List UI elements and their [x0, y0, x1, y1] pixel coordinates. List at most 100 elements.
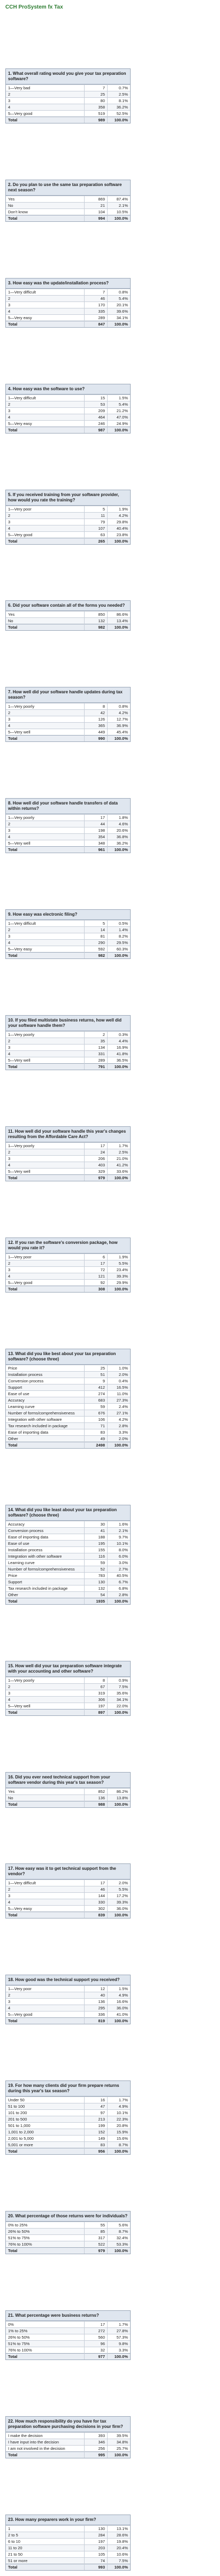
answer-percent: 24.9%: [107, 420, 130, 427]
answer-percent: 10.1%: [107, 1540, 130, 1547]
answer-label: Total: [6, 2563, 85, 2570]
question-block: 13. What did you like best about your ta…: [5, 1348, 131, 1449]
answer-percent: 0.8%: [107, 288, 130, 296]
answer-count: 105: [84, 2550, 108, 2558]
answer-count: 24: [84, 1148, 108, 1156]
answer-percent: 1.6%: [107, 1520, 130, 1528]
total-row: Total 993 100.0%: [6, 2563, 130, 2570]
answer-count: 869: [84, 195, 108, 203]
answer-count: 995: [84, 2451, 108, 2458]
answer-percent: 4.9%: [107, 1992, 130, 1999]
question-text: 6. Did your software contain all of the …: [6, 601, 130, 612]
answer-percent: 1.7%: [107, 1142, 130, 1149]
answer-label: 51 to 100: [6, 2103, 85, 2110]
answer-row: 1—Very poorly 17 1.7%: [6, 1142, 130, 1149]
answer-label: 5—Very easy: [6, 1905, 85, 1912]
answer-row: 2 24 2.5%: [6, 1148, 130, 1156]
page-title: CCH ProSystem fx Tax: [5, 4, 63, 10]
answer-row: No 21 2.1%: [6, 202, 130, 209]
answer-count: 897: [84, 1708, 108, 1715]
answer-count: 155: [84, 1546, 108, 1553]
question-block: 6. Did your software contain all of the …: [5, 600, 131, 631]
answer-percent: 60.3%: [107, 946, 130, 953]
answer-table: Accuracy 30 1.6% Conversion process 41 2.1% Ea…: [6, 1520, 130, 1604]
answer-row: 4 330 39.3%: [6, 1899, 130, 1906]
answer-count: 560: [84, 2334, 108, 2341]
answer-label: 1—Very poor: [6, 505, 85, 513]
answer-row: 4 464 47.0%: [6, 413, 130, 421]
table-body: Accuracy 30 1.6% Conversion process 41 2.1% Ea…: [6, 1520, 130, 1604]
question-text: 20. What percentage of those returns wer…: [6, 2211, 130, 2222]
answer-row: No 136 13.8%: [6, 1794, 130, 1801]
answer-label: Other: [6, 1435, 85, 1442]
answer-row: 3 126 12.7%: [6, 716, 130, 723]
answer-percent: 2.5%: [107, 1148, 130, 1156]
question-text: 13. What did you like best about your ta…: [6, 1349, 130, 1365]
answer-count: 522: [84, 2241, 108, 2248]
total-row: Total 979 100.0%: [6, 1174, 130, 1181]
answer-label: 1,001 to 2,000: [6, 2129, 85, 2136]
answer-percent: 100.0%: [107, 2353, 130, 2360]
answer-percent: 21.2%: [107, 407, 130, 414]
answer-label: 26% to 50%: [6, 2334, 85, 2341]
total-row: Total 989 100.0%: [6, 116, 130, 123]
answer-row: 501 to 1,000 199 20.8%: [6, 2122, 130, 2129]
answer-label: 2: [6, 1259, 85, 1267]
table-body: 1—Very poorly 2 0.3% 2 35 4.4% 3 134 16.9% 4 331 41…: [6, 1031, 130, 1070]
answer-label: Conversion process: [6, 1377, 85, 1384]
answer-percent: 36.9%: [107, 722, 130, 729]
answer-percent: 36.2%: [107, 103, 130, 111]
answer-row: 1—Very poorly 8 0.8%: [6, 703, 130, 710]
answer-row: 4 358 36.2%: [6, 103, 130, 111]
answer-label: Price: [6, 1364, 85, 1372]
answer-table: 1 130 13.1% 2 to 5 284 28.6% 6 to 10 197 19.8% 11…: [6, 2525, 130, 2570]
answer-count: 331: [84, 1050, 108, 1057]
answer-percent: 100.0%: [107, 537, 130, 544]
answer-table: 1—Very poorly 8 0.9% 2 67 7.5% 3 319 35.6% 4 306 34…: [6, 1676, 130, 1715]
answer-count: 979: [84, 2247, 108, 2254]
answer-label: Total: [6, 1441, 85, 1448]
answer-label: 1—Very poorly: [6, 814, 85, 821]
answer-percent: 100.0%: [107, 116, 130, 123]
answer-label: 4: [6, 524, 85, 532]
table-body: 1—Very difficult 5 0.5% 2 14 1.4% 3 81 8.2% 4 290 2…: [6, 920, 130, 959]
answer-label: 4: [6, 833, 85, 840]
answer-percent: 33.6%: [107, 1167, 130, 1175]
answer-count: 51: [84, 1371, 108, 1378]
answer-row: Integration with other software 116 6.0%: [6, 1552, 130, 1560]
answer-percent: 100.0%: [107, 2247, 130, 2254]
answer-count: 49: [84, 1435, 108, 1442]
total-row: Total 897 100.0%: [6, 1708, 130, 1715]
question-text: 3. How easy was the update/installation …: [6, 278, 130, 289]
total-row: Total 979 100.0%: [6, 2247, 130, 2254]
answer-count: 5: [84, 505, 108, 513]
answer-table: 1—Very poorly 8 0.8% 2 42 4.2% 3 126 12.7% 4 365 36…: [6, 703, 130, 742]
answer-row: Under 50 16 1.7%: [6, 2097, 130, 2103]
answer-percent: 27.8%: [107, 2327, 130, 2334]
answer-percent: 22.3%: [107, 2116, 130, 2123]
table-body: I make the decision 393 39.5% I have input …: [6, 2432, 130, 2458]
answer-count: 274: [84, 1390, 108, 1397]
answer-count: 330: [84, 1899, 108, 1906]
answer-percent: 2.4%: [107, 1403, 130, 1410]
answer-percent: 1.7%: [107, 2097, 130, 2103]
answer-label: 76% to 100%: [6, 2241, 85, 2248]
answer-count: 107: [84, 524, 108, 532]
answer-label: Total: [6, 846, 85, 853]
answer-row: I make the decision 393 39.5%: [6, 2432, 130, 2439]
answer-percent: 36.8%: [107, 833, 130, 840]
answer-row: Other 54 2.8%: [6, 1591, 130, 1598]
answer-row: 4 365 36.9%: [6, 722, 130, 729]
table-body: 1—Very difficult 17 2.0% 2 46 5.5% 3 144 17.2% 4 3…: [6, 1879, 130, 1919]
answer-count: 346: [84, 2438, 108, 2446]
question-text: 19. For how many clients did your firm p…: [6, 2081, 130, 2097]
answer-label: Ease of importing data: [6, 1428, 85, 1436]
answer-percent: 28.6%: [107, 2531, 130, 2539]
answer-row: 2 25 2.5%: [6, 90, 130, 98]
answer-count: 7: [84, 288, 108, 296]
answer-count: 358: [84, 103, 108, 111]
table-body: Yes 850 86.6% No 132 13.4% Total 982 100.0%: [6, 611, 130, 631]
answer-label: 1—Very poorly: [6, 1676, 85, 1684]
answer-percent: 16.6%: [107, 1998, 130, 2005]
answer-count: 979: [84, 1174, 108, 1181]
